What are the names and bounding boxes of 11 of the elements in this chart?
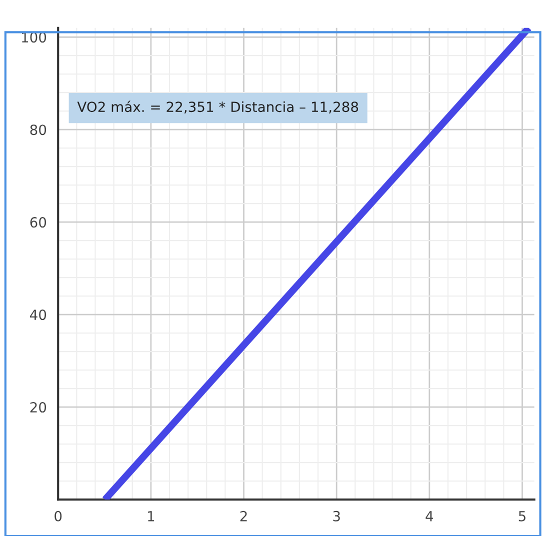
y-tick-label: 80 <box>30 124 46 136</box>
y-tick-label: 60 <box>30 217 46 228</box>
y-tick-label: 40 <box>30 310 46 320</box>
x-tick-label: 3 <box>333 510 340 522</box>
x-tick-label: 0 <box>54 510 62 522</box>
x-tick-label: 1 <box>148 511 154 522</box>
x-tick-label: 4 <box>426 511 434 522</box>
x-tick-label: 2 <box>240 510 247 522</box>
y-tick-label: 20 <box>30 402 46 413</box>
annotation: VO2 máx. = 22,351 * Distancia – 11,288 <box>77 100 358 114</box>
x-tick-label: 5 <box>518 511 526 522</box>
